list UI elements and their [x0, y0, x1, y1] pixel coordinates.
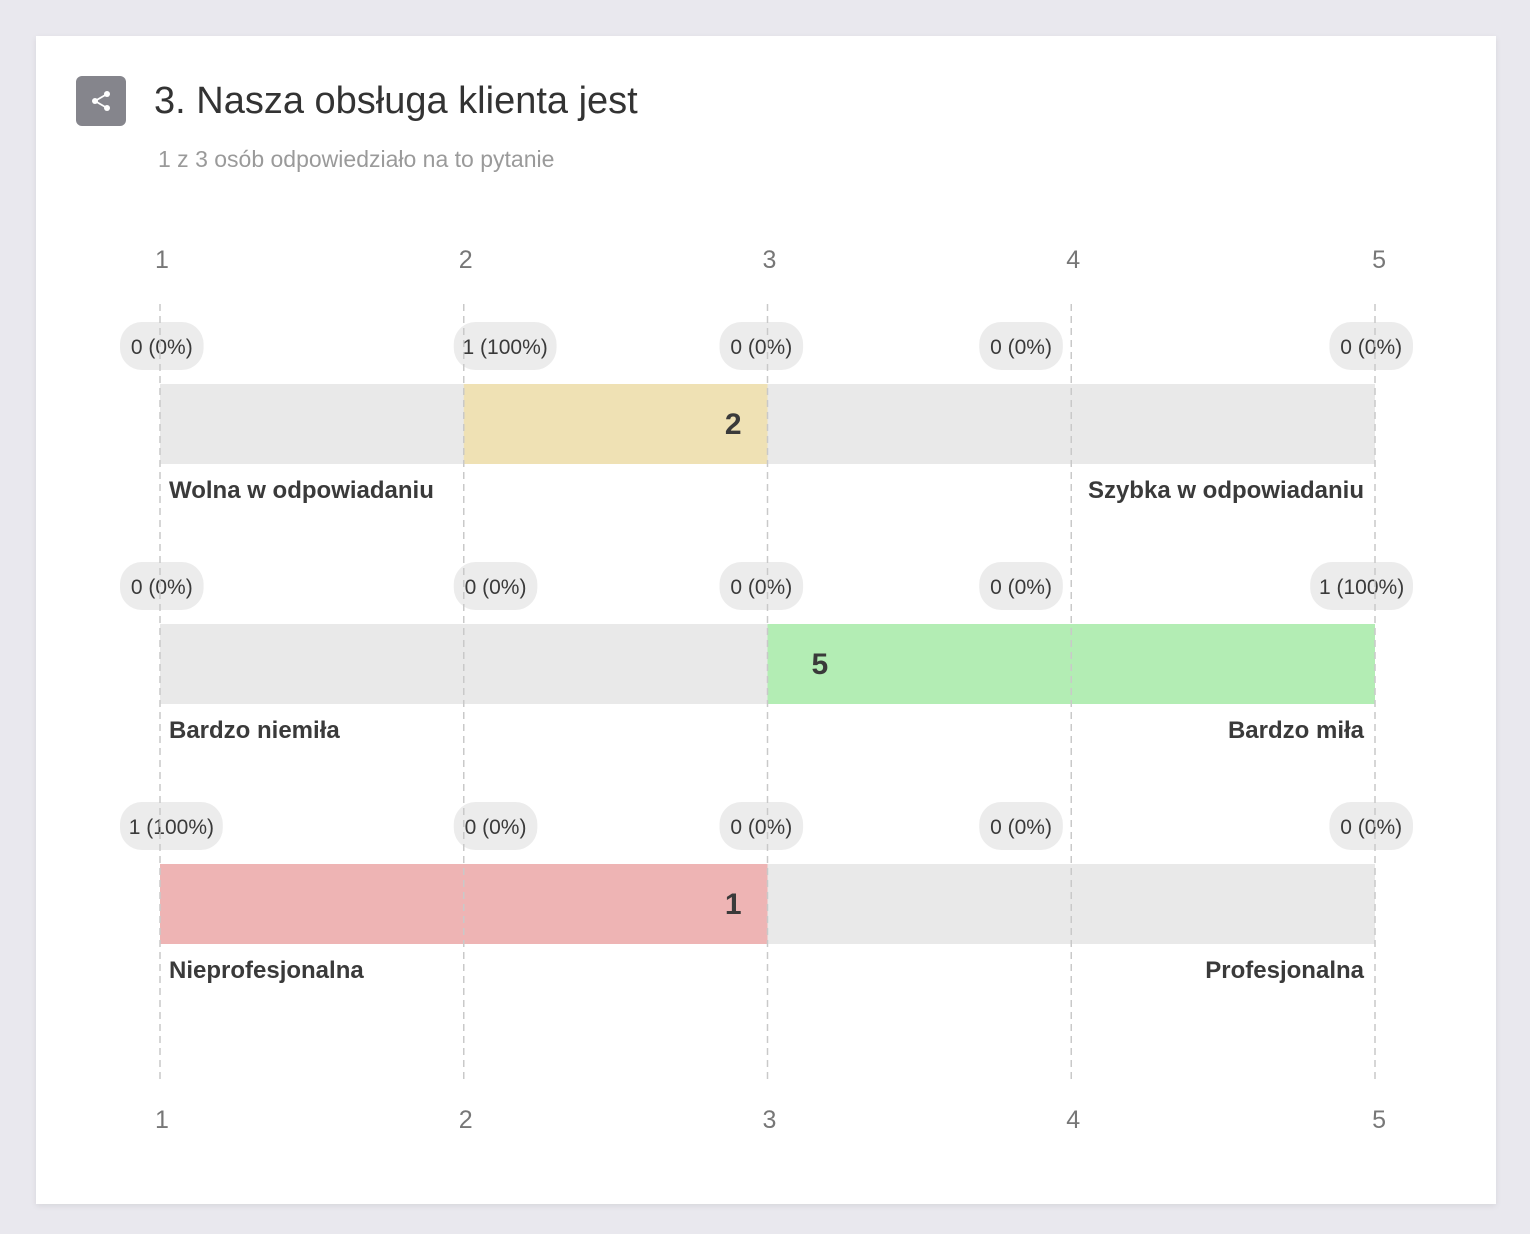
count-badge-label: 0 (0%)	[990, 336, 1052, 359]
tick-label: 2	[459, 1106, 473, 1134]
count-badge	[453, 562, 538, 610]
left-pole-label: Wolna w odpowiadaniu	[169, 477, 434, 504]
right-pole-label: Szybka w odpowiadaniu	[1088, 477, 1364, 504]
count-badge-label: 0 (0%)	[1340, 336, 1402, 359]
count-badge	[719, 322, 804, 370]
tick-label: 1	[155, 1106, 169, 1134]
count-badge	[453, 802, 538, 850]
count-badge	[453, 322, 557, 370]
value-label: 2	[725, 408, 742, 441]
count-badge-label: 1 (100%)	[129, 816, 214, 839]
tick-label: 5	[1372, 246, 1386, 274]
right-pole-label: Bardzo miła	[1228, 717, 1365, 744]
count-badge	[1329, 322, 1413, 370]
left-pole-label: Bardzo niemiła	[169, 717, 340, 744]
tick-label: 2	[459, 246, 473, 274]
left-pole-label: Nieprofesjonalna	[169, 957, 364, 984]
count-badge-label: 1 (100%)	[463, 336, 548, 359]
count-badge-label: 0 (0%)	[990, 816, 1052, 839]
count-badge-label: 0 (0%)	[1340, 816, 1402, 839]
response-count: 1 z 3 osób odpowiedziało na to pytanie	[158, 146, 555, 172]
value-label: 5	[812, 648, 829, 681]
count-badge-label: 0 (0%)	[990, 576, 1052, 599]
count-badge-label: 0 (0%)	[730, 816, 792, 839]
count-badge-label: 1 (100%)	[1319, 576, 1404, 599]
count-badge	[1329, 802, 1413, 850]
count-badge-label: 0 (0%)	[131, 576, 193, 599]
count-badge	[719, 802, 804, 850]
count-badge	[979, 562, 1063, 610]
tick-label: 4	[1066, 246, 1080, 274]
count-badge-label: 0 (0%)	[131, 336, 193, 359]
count-badge	[979, 802, 1063, 850]
share-button[interactable]	[76, 76, 126, 126]
count-badge-label: 0 (0%)	[730, 336, 792, 359]
count-badge-label: 0 (0%)	[465, 816, 527, 839]
count-badge	[719, 562, 804, 610]
right-pole-label: Profesjonalna	[1205, 957, 1364, 984]
tick-label: 1	[155, 246, 169, 274]
count-badge	[979, 322, 1063, 370]
count-badge	[120, 562, 204, 610]
count-badge	[1310, 562, 1413, 610]
count-badge	[120, 802, 223, 850]
question-card: 3. Nasza obsługa klienta jest 1 z 3 osób…	[36, 36, 1496, 1204]
question-title: 3. Nasza obsługa klienta jest	[154, 80, 638, 122]
tick-label: 3	[763, 1106, 777, 1134]
tick-label: 4	[1066, 1106, 1080, 1134]
share-icon	[92, 91, 110, 111]
value-bar	[463, 384, 768, 464]
count-badge-label: 0 (0%)	[465, 576, 527, 599]
count-badge	[120, 322, 204, 370]
value-label: 1	[725, 888, 742, 921]
count-badge-label: 0 (0%)	[730, 576, 792, 599]
tick-label: 5	[1372, 1106, 1386, 1134]
tick-label: 3	[763, 246, 777, 274]
